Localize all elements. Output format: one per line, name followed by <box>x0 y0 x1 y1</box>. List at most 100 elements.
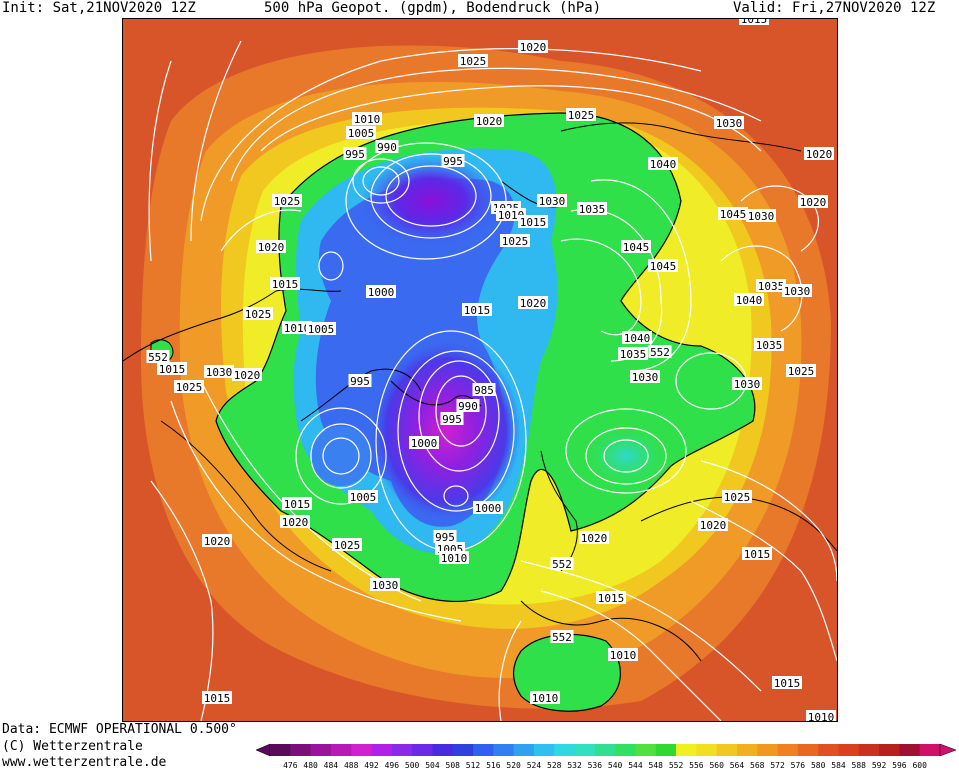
isobar-label-text: 1015 <box>741 19 768 26</box>
isobar-label-text: 1025 <box>460 55 487 68</box>
scale-swatch <box>493 744 515 756</box>
isobar-label: 1010 <box>530 691 560 705</box>
isobar-label: 1035 <box>756 279 786 293</box>
isobar-label: 1025 <box>786 364 816 378</box>
isobar-label: 1035 <box>754 338 784 352</box>
isobar-label-text: 1020 <box>581 532 608 545</box>
isobar-label-text: 1010 <box>441 552 468 565</box>
isobar-label-text: 1020 <box>204 535 231 548</box>
isobar-label-text: 1030 <box>206 366 233 379</box>
isobar-label-text: 1025 <box>274 195 301 208</box>
scale-tick-label: 556 <box>689 761 704 770</box>
scale-swatch <box>391 744 413 756</box>
isobar-label-text: 1005 <box>350 491 377 504</box>
isobar-label: 1020 <box>202 534 232 548</box>
scale-tick-label: 540 <box>608 761 623 770</box>
isobar-label: 1000 <box>473 501 503 515</box>
isobar-label-text: 995 <box>435 531 455 544</box>
scale-tick-label: 544 <box>628 761 643 770</box>
scale-tick-label: 580 <box>811 761 826 770</box>
green-cell-south <box>512 633 621 712</box>
scale-tick-label: 552 <box>669 761 684 770</box>
high-scandinavia <box>586 428 666 484</box>
isobar-label: 1015 <box>596 591 626 605</box>
low-central <box>371 341 521 521</box>
isobar-label-text: 1025 <box>568 109 595 122</box>
scale-swatch <box>797 744 819 756</box>
isobar-label-text: 990 <box>458 400 478 413</box>
isobar-label-text: 1020 <box>476 115 503 128</box>
isobar-label-text: 1020 <box>700 519 727 532</box>
scale-swatch <box>533 744 555 756</box>
isobar-label: 995 <box>441 154 465 168</box>
data-source-label: Data: ECMWF OPERATIONAL 0.500° <box>2 722 237 737</box>
isobar-label: 1015 <box>282 497 312 511</box>
isobar-label: 1020 <box>579 531 609 545</box>
isobar-label: 552 <box>550 630 574 644</box>
scale-swatch <box>818 744 839 756</box>
isobar-label: 1030 <box>537 194 567 208</box>
isobar-label: 1005 <box>346 126 376 140</box>
isobar-label: 1025 <box>174 380 204 394</box>
isobar-label-text: 1005 <box>348 127 375 140</box>
isobar-label-text: 1025 <box>724 491 751 504</box>
low-west <box>311 426 371 486</box>
scale-swatch <box>270 744 291 756</box>
isobar-label-text: 1015 <box>774 677 801 690</box>
isobar-label: 1015 <box>270 277 300 291</box>
scale-arrow-left <box>256 743 271 757</box>
isobar-label-text: 1020 <box>800 196 827 209</box>
isobar-label-text: 1000 <box>411 437 438 450</box>
scale-swatch <box>412 744 433 756</box>
isobar-label-text: 552 <box>552 558 572 571</box>
isobar-label: 1020 <box>256 240 286 254</box>
isobar-label-text: 1010 <box>284 322 311 335</box>
isobar-label: 995 <box>440 412 464 426</box>
scale-tick-label: 576 <box>791 761 806 770</box>
isobar-label-text: 1000 <box>368 286 395 299</box>
isobar-label: 1030 <box>204 365 234 379</box>
website-link[interactable]: www.wetterzentrale.de <box>2 755 167 770</box>
isobar-label: 1000 <box>366 285 396 299</box>
scale-arrow-right <box>939 743 957 757</box>
isobar-label: 1015 <box>462 303 492 317</box>
scale-tick-label: 476 <box>283 761 298 770</box>
scale-swatch <box>615 744 636 756</box>
scale-tick-label: 596 <box>892 761 907 770</box>
isobar-label-text: 1015 <box>464 304 491 317</box>
isobar-label: 1015 <box>518 215 548 229</box>
forecast-map[interactable]: 1020 1025 1015 1010 1005 1020 1025 1030 995 990 99… <box>122 18 838 722</box>
scale-tick-label: 528 <box>547 761 562 770</box>
scale-tick-label: 568 <box>750 761 765 770</box>
scale-swatch <box>676 744 697 756</box>
isobar-label: 1045 <box>718 207 748 221</box>
scale-swatch <box>574 744 596 756</box>
isobar-label-text: 995 <box>350 375 370 388</box>
isobar-label-text: 1010 <box>498 209 525 222</box>
isobar-label-text: 1025 <box>334 539 361 552</box>
scale-tick-label: 496 <box>385 761 400 770</box>
isobar-label: 1020 <box>804 147 834 161</box>
scale-swatch <box>635 744 657 756</box>
isobar-label: 1015 <box>202 691 232 705</box>
scale-swatch <box>310 744 332 756</box>
isobar-label-text: 995 <box>442 413 462 426</box>
scale-swatch <box>290 744 312 756</box>
isobar-label-text: 1025 <box>245 308 272 321</box>
scale-tick-label: 500 <box>405 761 420 770</box>
isobar-label-text: 1015 <box>284 498 311 511</box>
isobar-label: 1030 <box>746 209 776 223</box>
isobar-label-text: 1015 <box>272 278 299 291</box>
isobar-label: 1040 <box>648 157 678 171</box>
isobar-label: 1045 <box>621 240 651 254</box>
isobar-label-text: 1000 <box>475 502 502 515</box>
scale-swatch <box>432 744 454 756</box>
scale-tick-label: 508 <box>446 761 461 770</box>
isobar-label-text: 1005 <box>308 323 335 336</box>
isobar-label-text: 1035 <box>758 280 785 293</box>
isobar-label: 1020 <box>698 518 728 532</box>
isobar-label-text: 1020 <box>806 148 833 161</box>
isobar-label: 1020 <box>518 40 548 54</box>
isobar-label: 1010 <box>806 710 836 721</box>
isobar-label-text: 1045 <box>720 208 747 221</box>
